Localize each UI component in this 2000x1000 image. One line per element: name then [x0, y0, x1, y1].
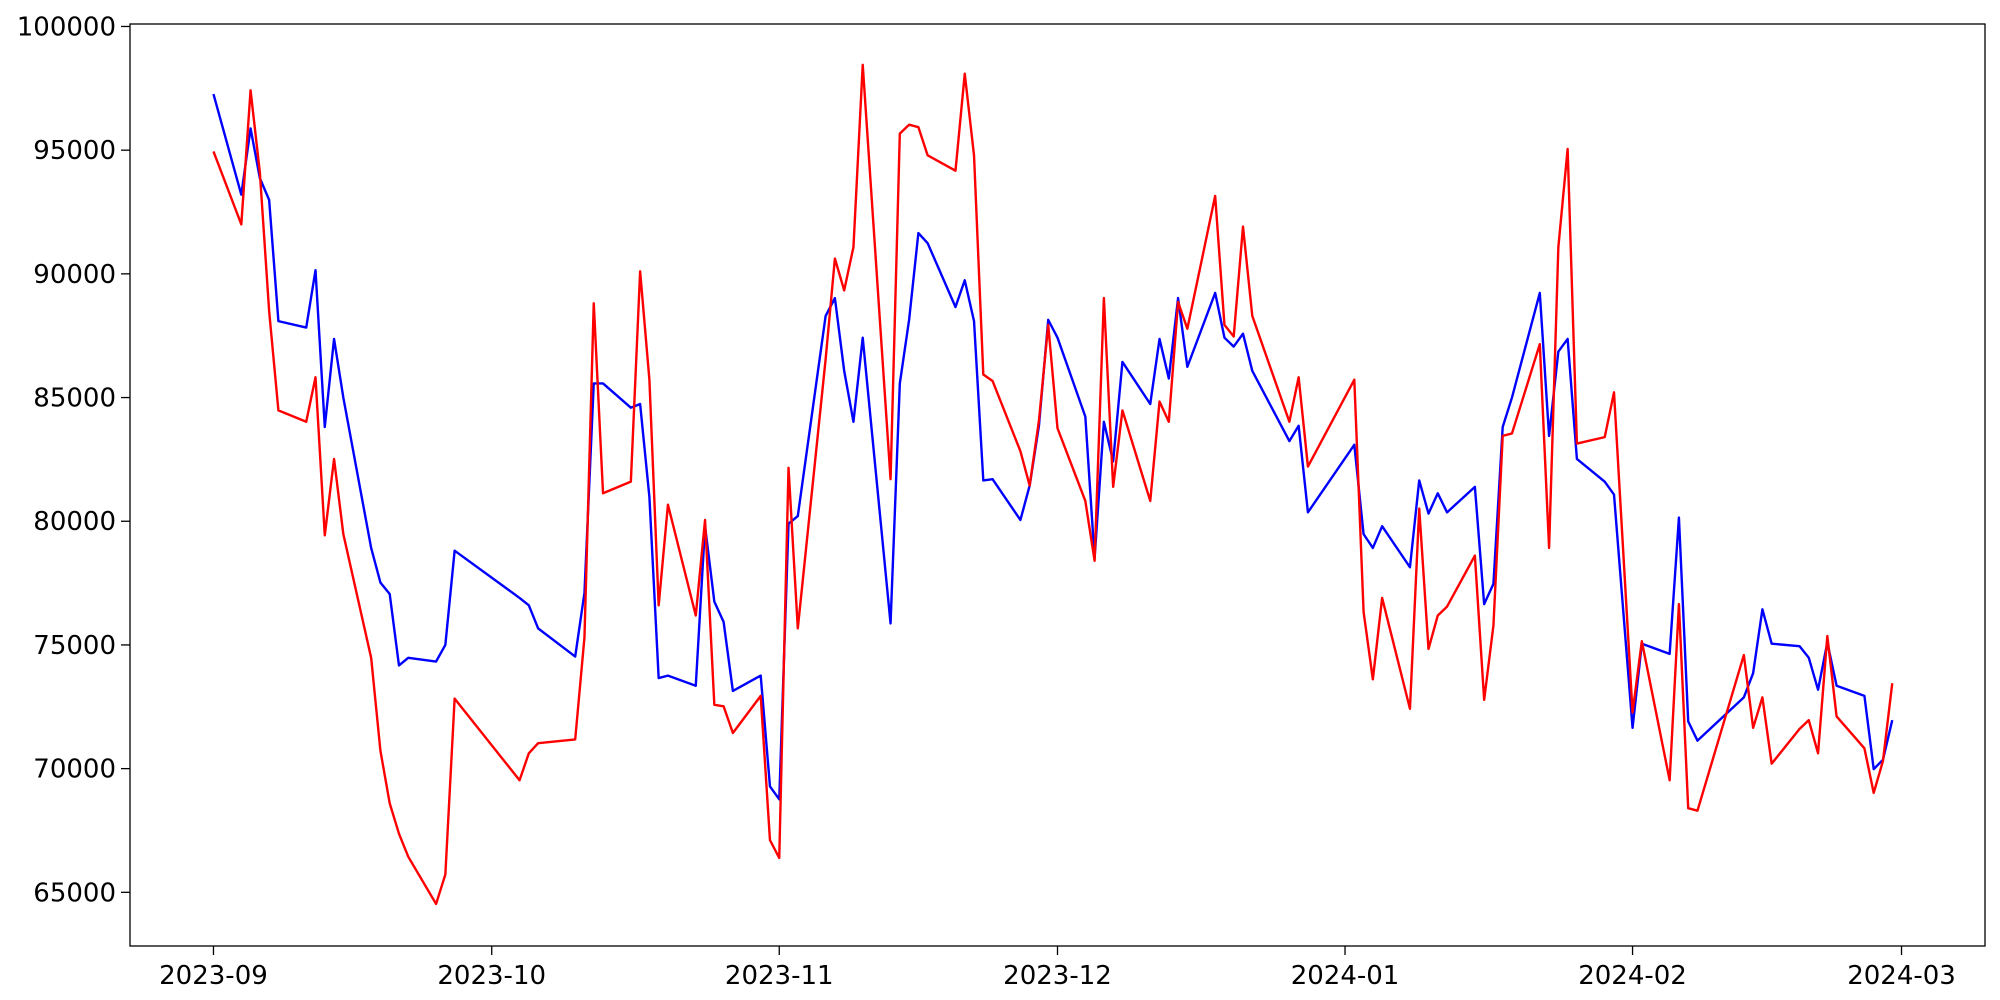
y-tick-label: 75000: [33, 631, 116, 661]
y-tick-label: 70000: [33, 755, 116, 785]
x-tick-label: 2023-11: [725, 961, 834, 991]
x-tick-label: 2023-12: [1003, 961, 1112, 991]
x-tick-label: 2024-01: [1291, 961, 1400, 991]
series-line: [212, 63, 1894, 906]
plot-frame: [129, 23, 1986, 947]
y-tick-label: 85000: [33, 384, 116, 414]
y-tick-label: 90000: [33, 260, 116, 290]
y-tick-label: 95000: [33, 136, 116, 166]
y-tick-label: 65000: [33, 878, 116, 908]
y-tick-label: 80000: [33, 507, 116, 537]
x-tick-label: 2024-03: [1847, 961, 1956, 991]
x-tick-label: 2024-02: [1578, 961, 1687, 991]
x-tick-label: 2023-09: [159, 961, 268, 991]
y-tick-label: 100000: [17, 12, 116, 42]
x-tick-label: 2023-10: [437, 961, 546, 991]
series-line: [212, 93, 1894, 801]
